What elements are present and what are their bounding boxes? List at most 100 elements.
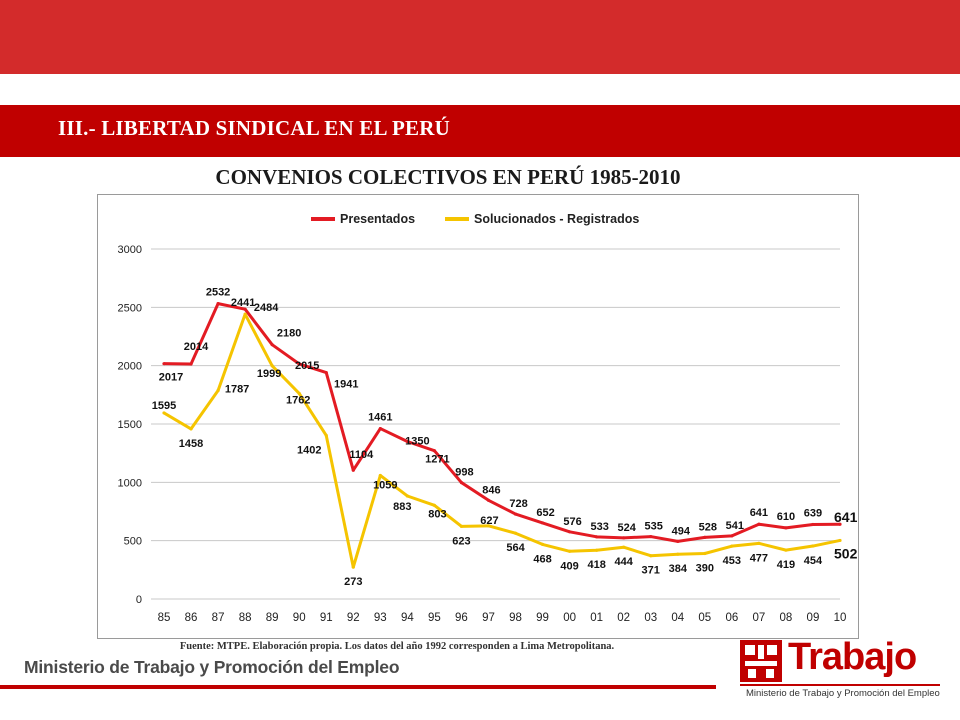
data-label: 623 (452, 535, 470, 547)
data-label: 1762 (286, 394, 310, 406)
data-label: 1402 (297, 444, 321, 456)
data-label: 2015 (295, 360, 319, 372)
x-tick-label: 08 (780, 612, 793, 624)
data-point (189, 362, 193, 366)
data-label: 468 (533, 553, 551, 565)
chart-frame: 0 500 1000 1500 2000 2500 3000 85 86 87 88 89 90 91 92… (97, 194, 859, 639)
data-label: 409 (560, 560, 578, 572)
data-label: 1104 (349, 449, 374, 461)
data-point (730, 544, 734, 548)
data-point (676, 539, 680, 543)
data-point (784, 548, 788, 552)
data-label: 2441 (231, 297, 255, 309)
data-point (297, 362, 301, 366)
data-label: 477 (750, 552, 768, 564)
data-label: 2180 (277, 328, 301, 340)
data-label: 2017 (159, 372, 183, 384)
data-label: 610 (777, 511, 795, 523)
data-point (757, 522, 761, 526)
data-point (568, 530, 572, 534)
data-label: 371 (642, 565, 660, 577)
data-label: 528 (699, 521, 717, 533)
y-tick-label: 1500 (118, 419, 142, 431)
top-decorative-band (0, 0, 960, 74)
data-label: 1271 (425, 454, 449, 466)
data-point (540, 542, 545, 546)
data-point (270, 364, 274, 368)
x-tick-label: 97 (482, 612, 495, 624)
data-point (405, 494, 409, 498)
data-label: 384 (669, 563, 688, 575)
data-label: 728 (509, 498, 527, 510)
y-tick-label: 0 (136, 594, 142, 606)
data-label: 502 (834, 545, 858, 561)
data-point (189, 427, 193, 431)
data-point (270, 343, 274, 347)
data-point (703, 535, 707, 539)
data-point (730, 534, 734, 538)
x-tick-label: 06 (725, 612, 738, 624)
data-label: 533 (590, 521, 608, 533)
x-tick-label: 98 (509, 612, 522, 624)
legend-label: Presentados (340, 212, 415, 226)
legend-label: Solucionados - Registrados (474, 212, 639, 226)
ministry-logo-icon (740, 640, 782, 682)
data-label: 576 (563, 516, 581, 528)
data-point (432, 449, 436, 453)
y-tick-label: 3000 (118, 244, 142, 256)
section-title-band (0, 105, 960, 157)
data-point (649, 554, 653, 558)
data-point (595, 548, 599, 552)
data-point (162, 362, 166, 366)
x-tick-label: 87 (212, 612, 225, 624)
data-point (297, 391, 301, 396)
logo-wordmark: Trabajo (788, 636, 917, 678)
data-label: 541 (726, 520, 744, 532)
data-label: 564 (506, 542, 525, 554)
data-point (513, 512, 518, 516)
data-label: 1595 (152, 400, 176, 412)
x-tick-label: 95 (428, 612, 441, 624)
data-label: 652 (536, 507, 554, 519)
data-point (486, 524, 491, 528)
data-label: 454 (804, 555, 823, 567)
data-point (216, 388, 220, 393)
x-tick-label: 05 (698, 612, 711, 624)
x-tick-label: 93 (374, 612, 387, 624)
data-label: 535 (645, 521, 663, 533)
data-point (378, 473, 382, 478)
data-point (432, 503, 436, 507)
data-label: 419 (777, 559, 795, 571)
data-point (351, 468, 355, 472)
source-note: Fuente: MTPE. Elaboración propia. Los da… (179, 641, 615, 652)
data-label: 418 (587, 559, 605, 571)
data-label: 846 (482, 484, 500, 496)
data-point (811, 544, 815, 548)
data-label: 1787 (225, 384, 249, 396)
data-label: 641 (750, 507, 768, 519)
data-label: 1461 (368, 412, 392, 424)
data-point (378, 426, 382, 431)
x-tick-label: 99 (536, 612, 549, 624)
chart-heading: CONVENIOS COLECTIVOS EN PERÚ 1985-2010 (215, 165, 681, 189)
data-point (676, 552, 680, 556)
data-point (405, 439, 409, 444)
y-tick-label: 2500 (118, 302, 142, 314)
footer-divider (0, 685, 716, 689)
data-point (162, 411, 166, 415)
data-point (811, 522, 815, 527)
data-point (568, 549, 572, 553)
series-line-solucionados (163, 312, 841, 569)
data-point (703, 551, 707, 556)
data-point (486, 498, 491, 502)
x-tick-label: 03 (644, 612, 657, 624)
data-label: 1999 (257, 368, 281, 380)
data-point (838, 538, 842, 543)
x-tick-label: 89 (266, 612, 279, 624)
data-point (513, 531, 518, 535)
series-line-presentados (163, 302, 841, 543)
x-tick-label: 86 (185, 612, 198, 624)
data-point (324, 370, 328, 375)
data-point (459, 524, 464, 528)
